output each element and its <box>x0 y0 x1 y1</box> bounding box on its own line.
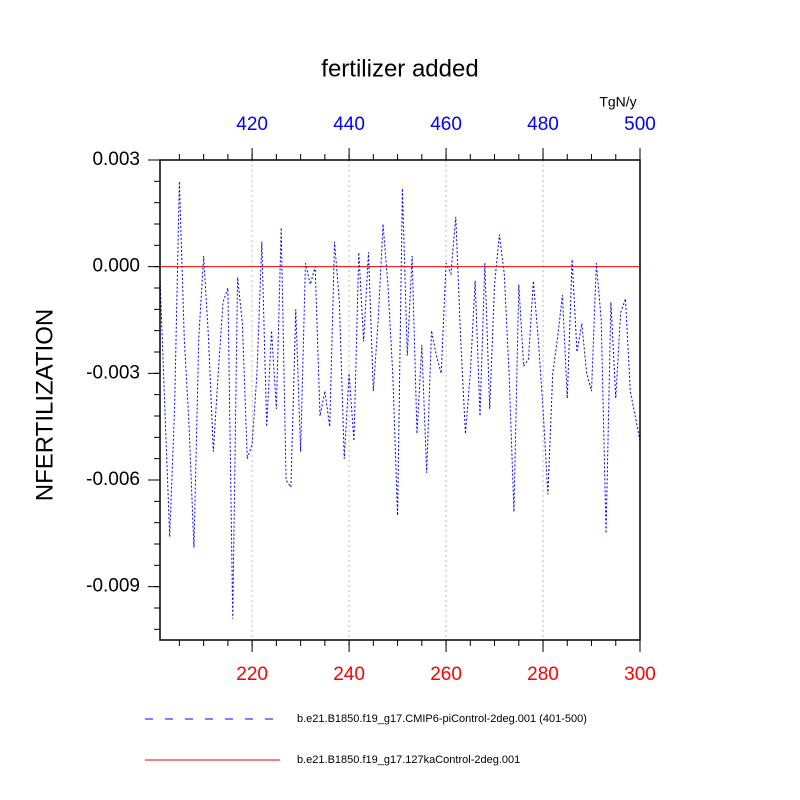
x-tick-label: 280 <box>527 664 559 685</box>
y-tick-label: 0.000 <box>92 256 140 277</box>
x-tick-label: 220 <box>236 664 268 685</box>
x2-tick-label: 420 <box>236 114 268 135</box>
y-tick-label: -0.006 <box>86 469 140 490</box>
x2-tick-label: 440 <box>333 114 365 135</box>
x-tick-label: 260 <box>430 664 462 685</box>
y-tick-label: -0.003 <box>86 362 140 383</box>
x-tick-label: 300 <box>624 664 656 685</box>
x-tick-label: 240 <box>333 664 365 685</box>
y-axis-label: NFERTILIZATION <box>31 309 58 501</box>
plot-frame <box>159 159 641 641</box>
series-line <box>159 181 641 619</box>
x2-tick-label: 460 <box>430 114 462 135</box>
x2-tick-label: 500 <box>624 114 656 135</box>
chart-title: fertilizer added <box>321 55 478 82</box>
y-tick-label: 0.003 <box>92 149 140 170</box>
legend-label: b.e21.B1850.f19_g17.CMIP6-piControl-2deg… <box>297 713 587 725</box>
x2-tick-label: 480 <box>527 114 559 135</box>
y-tick-label: -0.009 <box>86 576 140 597</box>
legend-label: b.e21.B1850.f19_g17.127kaControl-2deg.00… <box>297 754 520 766</box>
x2-axis-label: TgN/y <box>599 94 636 110</box>
